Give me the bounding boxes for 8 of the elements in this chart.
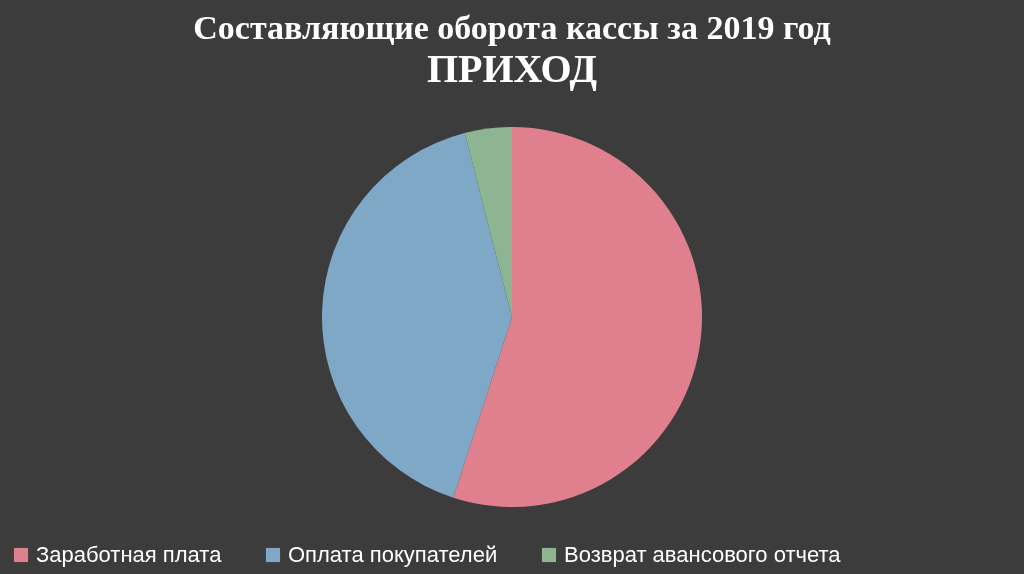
pie-slice bbox=[453, 127, 702, 507]
pie-slice bbox=[464, 127, 512, 317]
pie-slice bbox=[322, 132, 512, 498]
legend-label: Возврат авансового отчета bbox=[564, 542, 842, 567]
legend-label: Заработная плата bbox=[36, 542, 223, 567]
legend-label: Оплата покупателей bbox=[288, 542, 498, 567]
chart-title: Составляющие оборота кассы за 2019 год bbox=[193, 9, 831, 46]
chart-subtitle: ПРИХОД bbox=[426, 46, 598, 91]
